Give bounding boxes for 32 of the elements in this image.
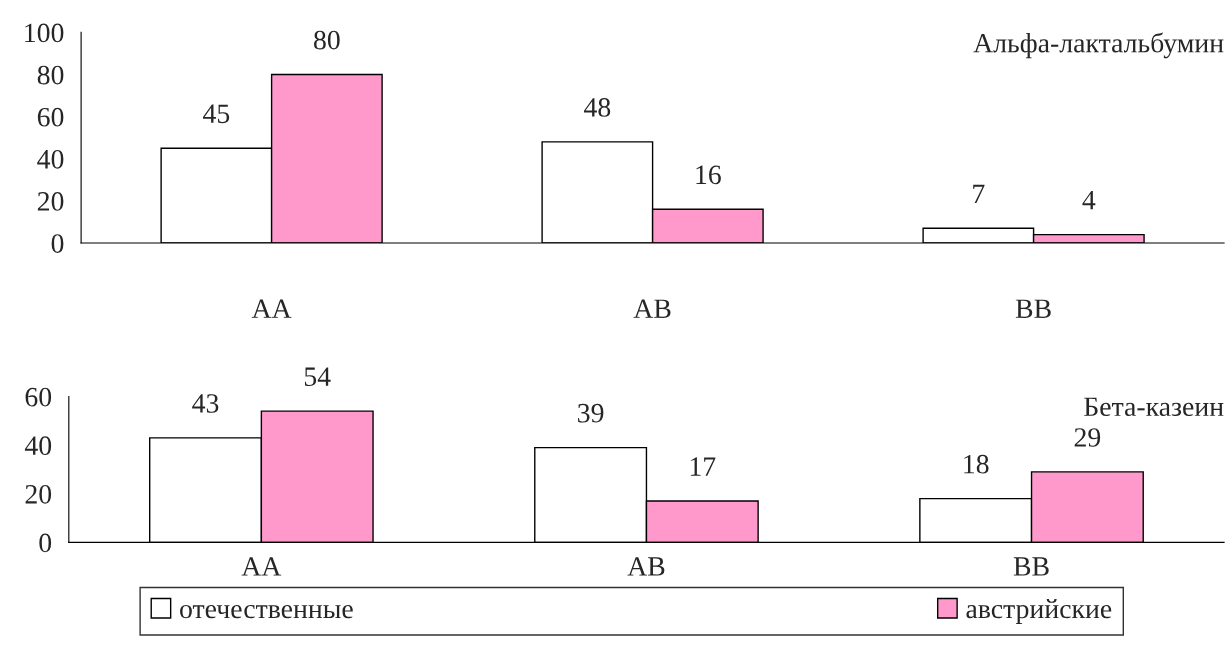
y-tick-label: 40 — [24, 436, 52, 456]
data-label: 48 — [584, 98, 611, 117]
y-tick-label: 100 — [25, 23, 64, 43]
data-label: 18 — [964, 454, 989, 474]
y-tick-label: 60 — [37, 107, 64, 127]
y-tick-label: 20 — [25, 484, 52, 504]
data-label: 39 — [578, 403, 604, 423]
y-tick-label: 80 — [37, 65, 64, 85]
chart-title: Бета-казеин — [1084, 397, 1224, 417]
x-tick-label: AB — [633, 299, 671, 318]
data-label: 16 — [696, 165, 721, 185]
legend-label: отечественные — [180, 604, 353, 619]
data-label: 43 — [192, 394, 219, 413]
data-label: 4 — [1082, 190, 1096, 210]
x-tick-label: AA — [251, 299, 292, 318]
x-tick-label: AA — [241, 557, 282, 576]
legend-label: австрийские — [966, 599, 1112, 624]
y-tick-label: 20 — [37, 192, 64, 211]
y-tick-label: 40 — [37, 149, 64, 169]
data-label: 17 — [690, 457, 716, 476]
data-label: 7 — [973, 184, 985, 203]
data-label: 54 — [304, 367, 331, 387]
x-tick-label: BB — [1015, 299, 1051, 318]
data-label: 80 — [314, 30, 340, 50]
y-tick-label: 0 — [39, 533, 52, 553]
x-tick-label: BB — [1013, 557, 1049, 576]
chart-title: Альфа-лактальбумин — [973, 32, 1224, 59]
x-tick-label: AB — [627, 557, 665, 576]
y-tick-label: 0 — [51, 234, 64, 253]
data-label: 29 — [1074, 428, 1101, 447]
data-label: 45 — [203, 104, 230, 124]
y-tick-label: 60 — [25, 387, 52, 407]
